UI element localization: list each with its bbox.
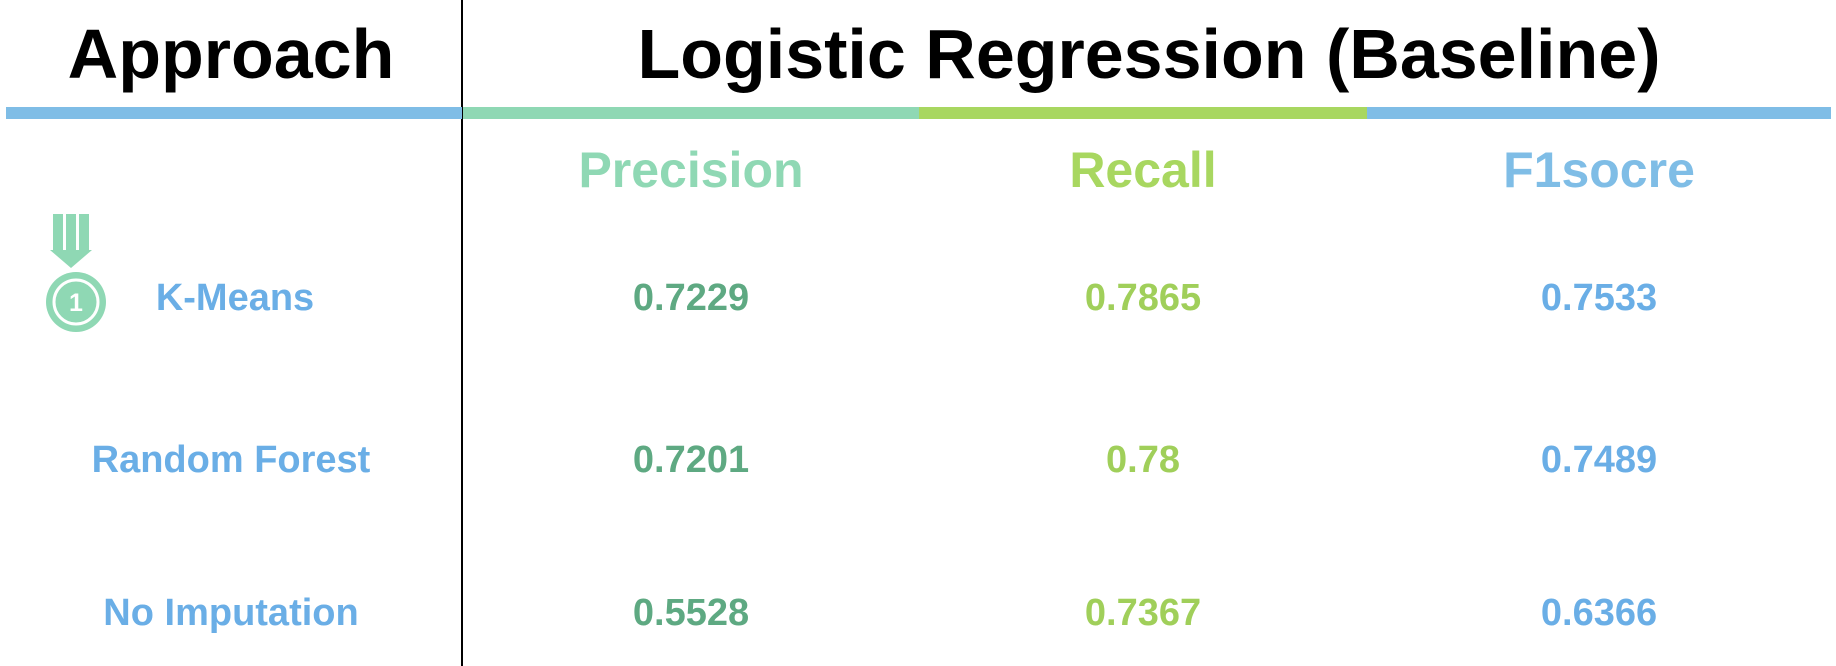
f1-value: 0.7489 bbox=[1540, 439, 1658, 481]
precision-header: Precision bbox=[578, 142, 804, 198]
approach-name: Random Forest bbox=[91, 439, 371, 481]
table-row: K-Means 0.7229 0.7865 0.7533 bbox=[0, 273, 1836, 323]
f1-value: 0.6366 bbox=[1540, 592, 1658, 634]
approach-name: K-Means bbox=[155, 277, 315, 319]
approach-header: Approach bbox=[67, 15, 395, 93]
recall-underline bbox=[919, 107, 1367, 119]
approach-underline bbox=[6, 107, 462, 119]
precision-value: 0.7229 bbox=[632, 277, 750, 319]
table-row: No Imputation 0.5528 0.7367 0.6366 bbox=[0, 588, 1836, 638]
precision-value: 0.7201 bbox=[632, 439, 750, 481]
f1-value: 0.7533 bbox=[1540, 277, 1658, 319]
precision-value: 0.5528 bbox=[632, 592, 750, 634]
medal-icon: 1 bbox=[46, 214, 106, 332]
recall-value: 0.7367 bbox=[1084, 592, 1202, 634]
model-header: Logistic Regression (Baseline) bbox=[637, 15, 1661, 93]
recall-header: Recall bbox=[1069, 142, 1217, 198]
approach-name: No Imputation bbox=[103, 592, 359, 634]
table-row: Random Forest 0.7201 0.78 0.7489 bbox=[0, 435, 1836, 485]
recall-value: 0.78 bbox=[1106, 439, 1180, 481]
recall-value: 0.7865 bbox=[1084, 277, 1202, 319]
medal-ribbon bbox=[50, 214, 92, 268]
column-divider bbox=[461, 0, 463, 666]
f1-underline bbox=[1367, 107, 1831, 119]
f1-header: F1socre bbox=[1503, 142, 1695, 198]
medal-number: 1 bbox=[69, 289, 83, 317]
precision-underline bbox=[463, 107, 919, 119]
